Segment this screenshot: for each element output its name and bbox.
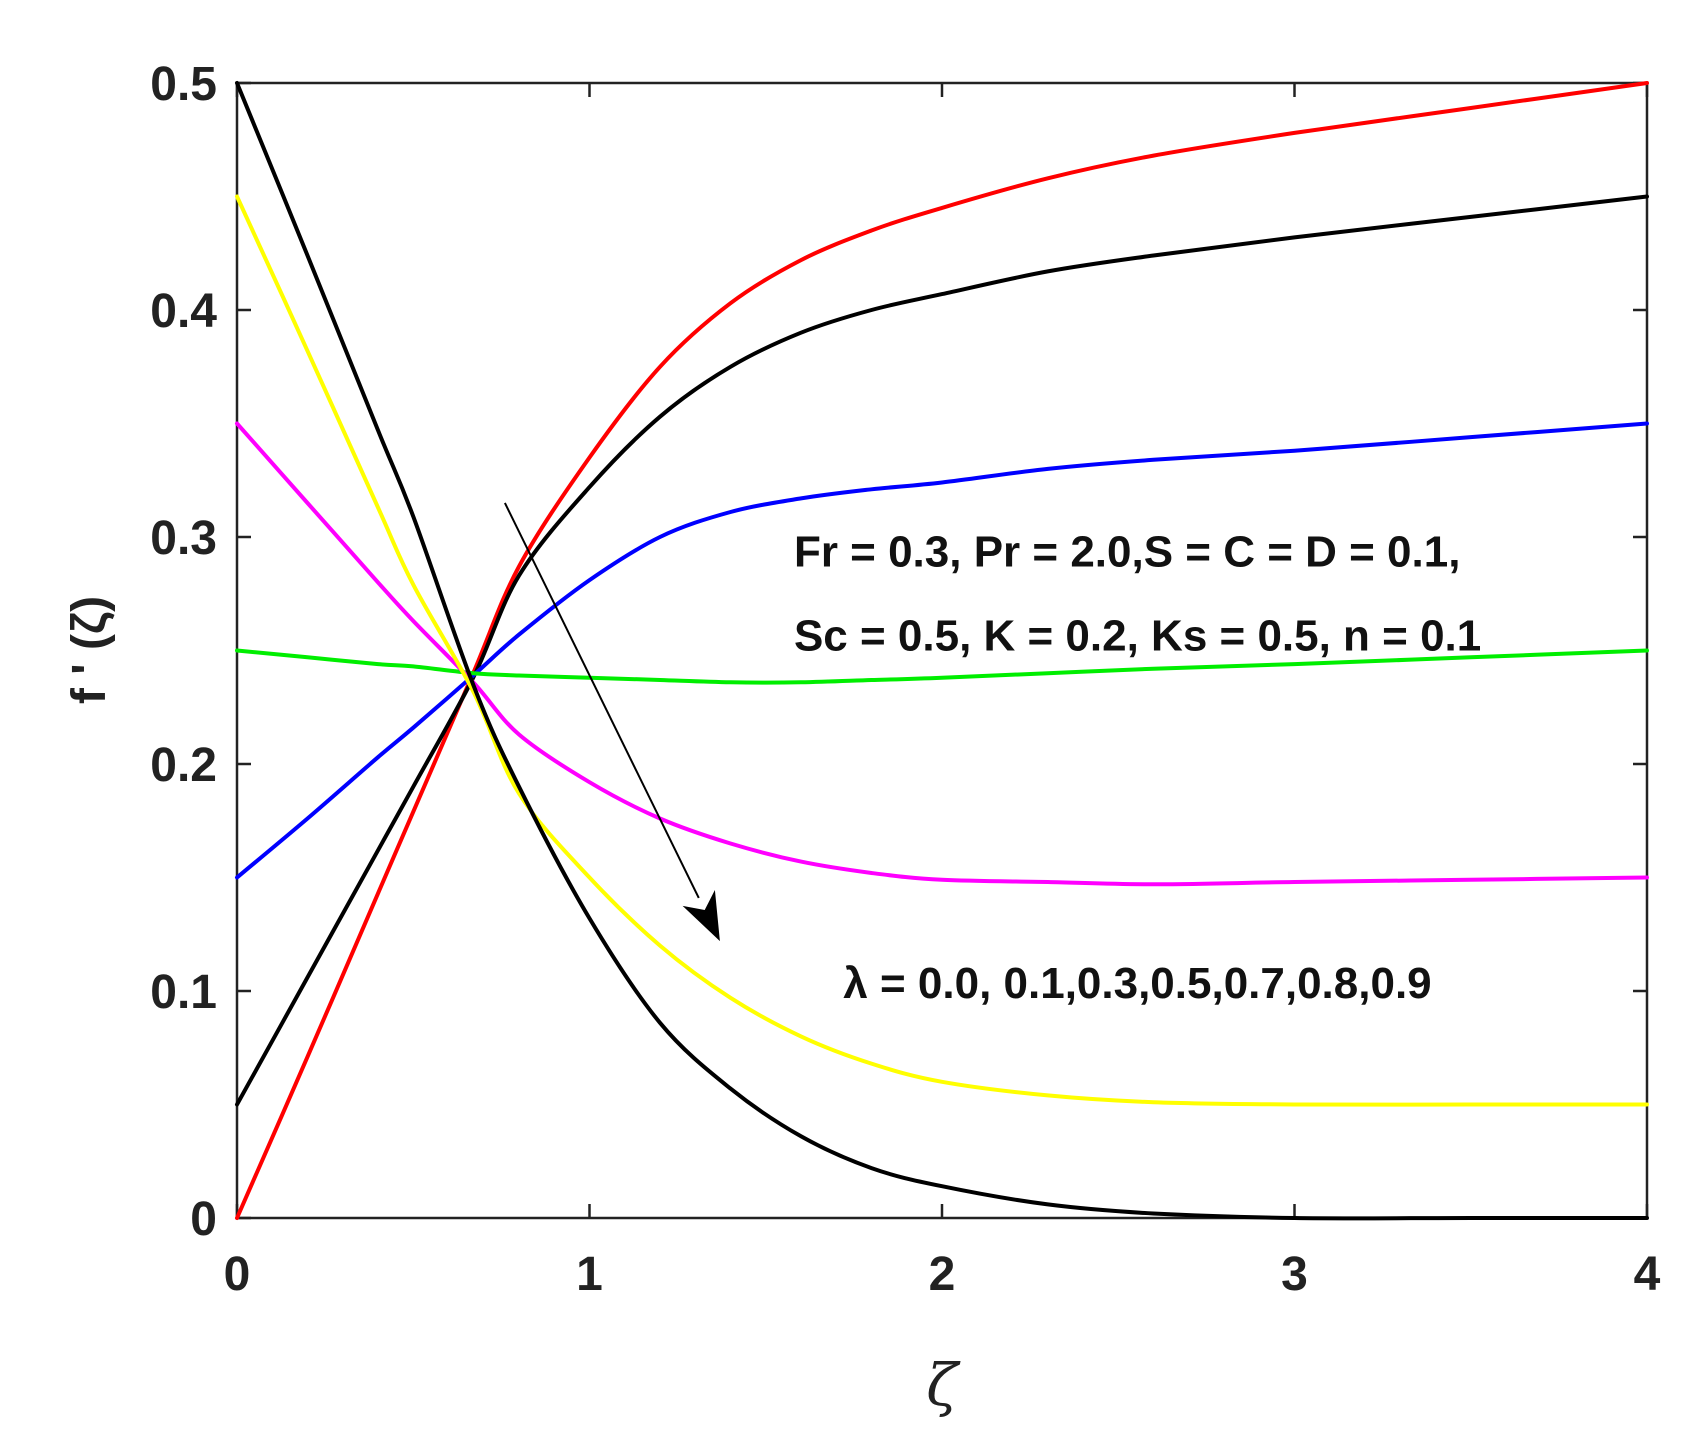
y-tick-label: 0.1	[150, 966, 217, 1019]
trend-arrow	[504, 502, 720, 942]
annotation-3: λ = 0.0, 0.1,0.3,0.5,0.7,0.8,0.9	[843, 959, 1431, 1008]
annotations: Fr = 0.3, Pr = 2.0,S = C = D = 0.1, Sc = …	[794, 528, 1481, 1008]
y-tick-label: 0.5	[150, 58, 217, 111]
x-tick-label: 2	[929, 1248, 956, 1301]
annotation-2: Sc = 0.5, K = 0.2, Ks = 0.5, n = 0.1	[794, 612, 1481, 661]
annotation-1: Fr = 0.3, Pr = 2.0,S = C = D = 0.1,	[794, 528, 1460, 577]
axis-ticks: 0 1 2 3 4 0 0.1 0.2 0.3 0.4 0.5	[150, 58, 1660, 1301]
y-tick-label: 0.4	[150, 285, 217, 338]
y-tick-label: 0.3	[150, 512, 217, 565]
x-tick-label: 1	[576, 1248, 603, 1301]
series-line-6	[235, 194, 1649, 1107]
y-tick-label: 0	[190, 1193, 217, 1246]
axis-labels: ζ f ' (ζ)	[63, 596, 961, 1419]
series-line-1	[235, 81, 1649, 1220]
series-line-7	[235, 81, 1649, 1221]
x-tick-label: 4	[1634, 1248, 1661, 1301]
y-tick-label: 0.2	[150, 739, 217, 792]
arrow-shaft	[504, 502, 700, 899]
x-axis-label: ζ	[926, 1351, 961, 1419]
series-line-4	[235, 648, 1649, 685]
y-axis-label: f ' (ζ)	[63, 596, 116, 704]
arrow-head	[682, 890, 720, 942]
series-line-5	[235, 421, 1649, 887]
series-lines	[235, 81, 1649, 1221]
plot-frame	[235, 81, 1649, 1220]
series-line-2	[235, 194, 1649, 1107]
x-tick-label: 3	[1281, 1248, 1308, 1301]
x-tick-label: 0	[224, 1248, 251, 1301]
series-line-3	[235, 421, 1649, 880]
